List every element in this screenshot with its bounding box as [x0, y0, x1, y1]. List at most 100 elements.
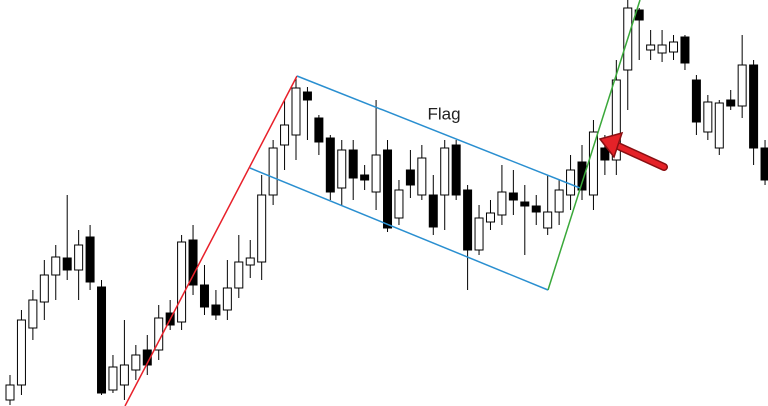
candle-body — [508, 192, 518, 201]
candle — [5, 375, 15, 405]
candle — [554, 180, 564, 225]
candle — [211, 290, 221, 320]
candle-body — [188, 239, 198, 286]
candle-body — [51, 256, 61, 276]
candle-body — [520, 201, 530, 207]
candle-body — [543, 211, 553, 229]
flag-label: Flag — [427, 104, 460, 123]
candle-body — [497, 191, 507, 216]
candle — [142, 335, 152, 375]
candle — [188, 225, 198, 295]
candle-body — [177, 241, 187, 323]
candle-body — [577, 161, 587, 191]
candle-body — [291, 87, 301, 136]
candle-body — [39, 274, 49, 303]
candle-body — [337, 149, 347, 189]
candle-body — [5, 384, 15, 401]
candle-body — [348, 149, 358, 179]
candle-body — [680, 36, 690, 64]
flag-upper-line — [296, 75, 581, 189]
candle — [485, 200, 495, 230]
candles — [5, 0, 768, 405]
candle-body — [280, 124, 290, 146]
candle — [680, 35, 690, 70]
candle — [451, 140, 461, 200]
candle-body — [383, 149, 393, 229]
candle-body — [474, 217, 484, 251]
candle-body — [600, 147, 610, 161]
candle — [531, 195, 541, 225]
candle — [714, 100, 724, 155]
candle — [417, 145, 427, 200]
candle — [74, 230, 84, 300]
candle-body — [268, 147, 278, 196]
candle — [108, 355, 118, 393]
candle-body — [211, 304, 221, 316]
candle-body — [405, 169, 415, 186]
candle — [325, 135, 335, 200]
candle-body — [222, 287, 232, 311]
candle-body — [360, 174, 370, 181]
candle — [543, 175, 553, 235]
breakout-line — [547, 0, 641, 291]
candle — [360, 165, 370, 190]
candle-body — [302, 91, 312, 101]
candle-body — [726, 99, 736, 107]
candle-body — [485, 212, 495, 223]
candle — [348, 140, 358, 200]
candle — [749, 60, 759, 165]
candle-body — [234, 261, 244, 289]
candle — [657, 30, 667, 62]
candle — [463, 185, 473, 290]
candle — [634, 8, 644, 60]
candle — [497, 165, 507, 225]
candle-body — [691, 79, 701, 123]
pole-line — [124, 75, 298, 406]
candle — [383, 140, 393, 232]
candle-body — [657, 44, 667, 54]
candle — [268, 140, 278, 205]
candle — [760, 140, 768, 185]
candle — [508, 170, 518, 215]
candle — [371, 100, 381, 210]
candle-body — [257, 194, 267, 263]
candle — [337, 140, 347, 205]
candle — [394, 180, 404, 225]
candle-body — [85, 236, 95, 283]
candle-body — [417, 157, 427, 196]
candle-body — [245, 257, 255, 266]
candle-body — [394, 189, 404, 219]
candle — [440, 140, 450, 230]
candle — [199, 265, 209, 315]
candle-body — [325, 137, 335, 193]
candle-body — [463, 189, 473, 251]
candle — [85, 225, 95, 290]
candle-body — [74, 244, 84, 271]
candle — [737, 35, 747, 118]
candle — [131, 345, 141, 380]
candle-body — [97, 286, 107, 394]
candle — [51, 245, 61, 300]
candle — [703, 95, 713, 140]
candle — [16, 310, 26, 395]
candle — [405, 150, 415, 198]
candle — [428, 175, 438, 235]
candle — [280, 100, 290, 170]
candle-body — [371, 154, 381, 193]
candle — [302, 87, 312, 140]
candle — [177, 235, 187, 330]
candle — [28, 290, 38, 340]
candle — [726, 90, 736, 110]
candle — [314, 115, 324, 155]
candle-body — [119, 364, 129, 386]
candle-body — [428, 194, 438, 228]
candle — [245, 240, 255, 278]
candle-body — [737, 64, 747, 107]
candle-body — [314, 117, 324, 143]
candle — [234, 235, 244, 298]
candle-body — [531, 205, 541, 213]
candle-body — [16, 319, 26, 386]
candle-body — [440, 147, 450, 196]
candle-body — [646, 44, 656, 51]
candle-body — [199, 284, 209, 308]
